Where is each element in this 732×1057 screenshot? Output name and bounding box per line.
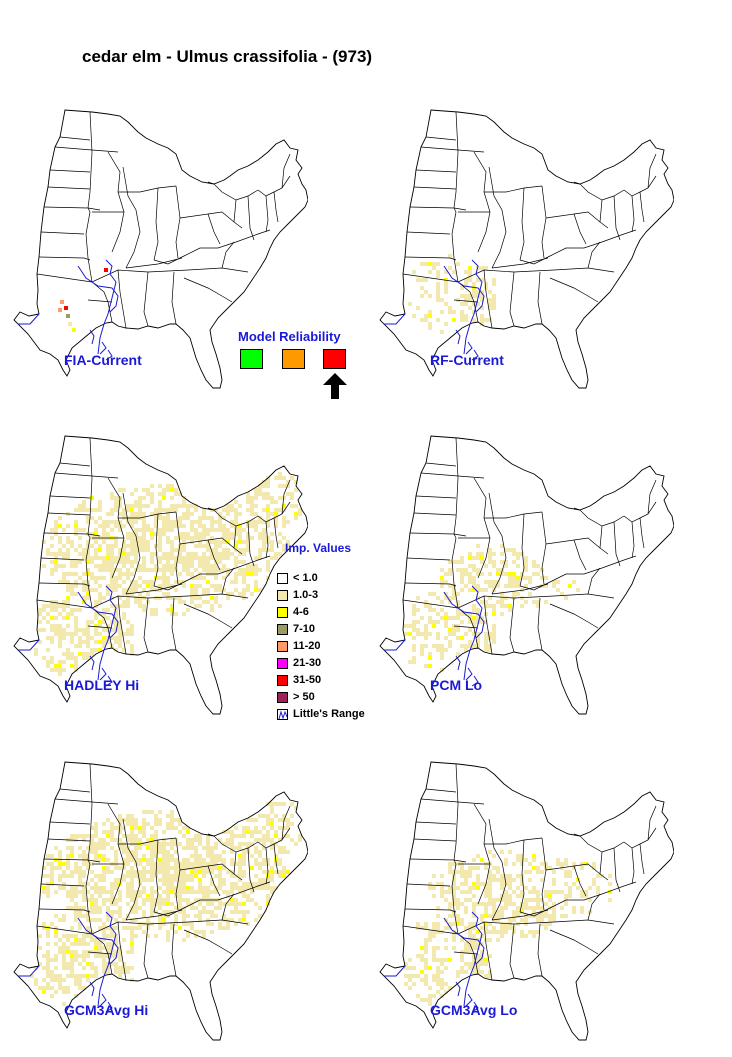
map-label-fia-current: FIA-Current xyxy=(64,352,142,368)
map-pcm-lo xyxy=(374,418,674,718)
map-label-pcm-lo: PCM Lo xyxy=(430,677,483,693)
legend-label: 21-30 xyxy=(293,657,322,669)
reliability-low-swatch xyxy=(323,349,346,369)
map-label-gcm3avg-hi: GCM3Avg Hi xyxy=(64,1002,149,1018)
importance-cells xyxy=(404,850,612,1006)
legend-item: 4-6 xyxy=(277,605,309,619)
map-gcm3avg-hi xyxy=(8,744,308,1044)
us-east-map xyxy=(13,435,308,715)
legend-label: > 50 xyxy=(293,691,315,703)
legend-item-range: Little's Range xyxy=(277,707,365,721)
reliability-medium-swatch xyxy=(282,349,305,369)
legend-label: 31-50 xyxy=(293,674,322,686)
us-east-map xyxy=(379,761,674,1041)
legend-swatch xyxy=(277,674,288,686)
arrow-up-icon xyxy=(323,373,347,399)
us-east-map xyxy=(379,109,674,389)
legend-label: 7-10 xyxy=(293,623,316,635)
legend-swatch xyxy=(277,657,288,669)
legend-item: 21-30 xyxy=(277,656,321,670)
map-fia-current xyxy=(8,92,308,392)
legend-label: 11-20 xyxy=(293,640,321,652)
legend-label: < 1.0 xyxy=(293,572,318,584)
legend-swatch xyxy=(277,623,288,635)
page-title: cedar elm - Ulmus crassifolia - (973) xyxy=(82,47,373,66)
map-label-hadley-hi: HADLEY Hi xyxy=(64,677,140,693)
range-line-icon xyxy=(277,708,288,720)
us-east-map xyxy=(13,109,308,389)
legend-item: 1.0-3 xyxy=(277,588,318,602)
legend-item: 7-10 xyxy=(277,622,315,636)
legend-item: 31-50 xyxy=(277,673,321,687)
map-label-rf-current: RF-Current xyxy=(430,352,504,368)
map-gcm3avg-lo xyxy=(374,744,674,1044)
legend-range-label: Little's Range xyxy=(293,708,365,720)
legend-swatch xyxy=(277,640,288,652)
legend-label: 4-6 xyxy=(293,606,309,618)
map-hadley-hi xyxy=(8,418,308,718)
legend-title: Imp. Values xyxy=(285,541,352,555)
legend-item: > 50 xyxy=(277,690,315,704)
legend-swatch xyxy=(277,691,288,703)
importance-cells xyxy=(58,268,108,332)
legend-swatch xyxy=(277,589,288,601)
legend-swatch xyxy=(277,572,288,584)
map-label-gcm3avg-lo: GCM3Avg Lo xyxy=(430,1002,518,1018)
us-east-map xyxy=(379,435,674,715)
importance-cells xyxy=(404,544,580,672)
legend-item: 11-20 xyxy=(277,639,321,653)
importance-cells xyxy=(408,254,496,334)
map-rf-current xyxy=(374,92,674,392)
legend-label: 1.0-3 xyxy=(293,589,319,601)
reliability-high-swatch xyxy=(240,349,263,369)
us-east-map xyxy=(13,761,308,1041)
importance-cells xyxy=(30,802,302,1006)
importance-cells xyxy=(34,472,302,676)
legend-swatch xyxy=(277,606,288,618)
legend-item: < 1.0 xyxy=(277,571,318,585)
model-reliability-title: Model Reliability xyxy=(238,329,341,344)
